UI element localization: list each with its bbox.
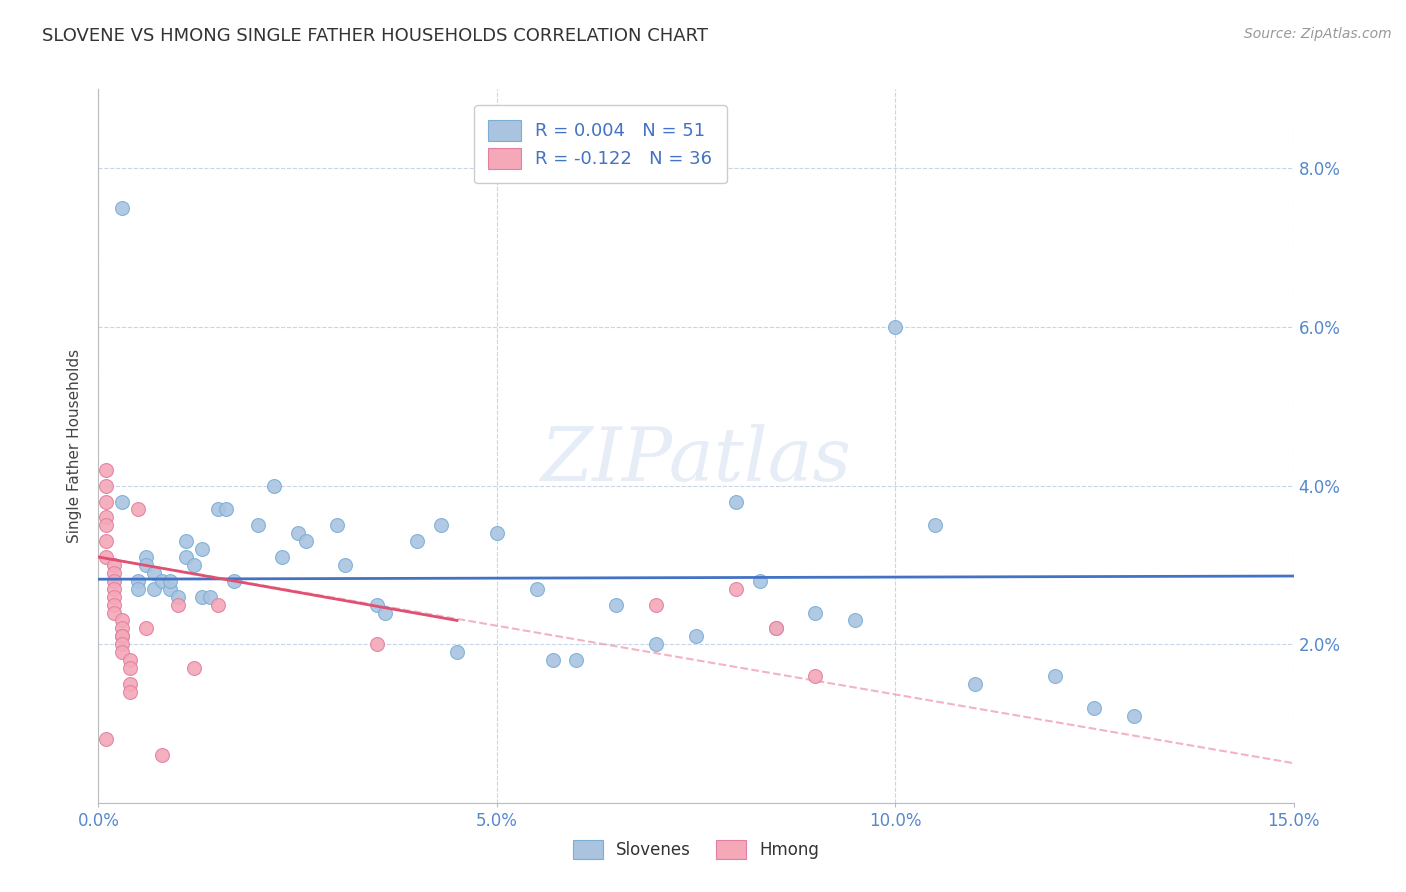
Point: [924, 518, 946, 533]
Point: [963, 677, 986, 691]
Point: [96, 534, 118, 549]
Point: [246, 518, 269, 533]
Point: [120, 677, 142, 691]
Point: [406, 534, 429, 549]
Point: [96, 549, 118, 564]
Point: [765, 621, 787, 635]
Point: [111, 494, 134, 508]
Point: [111, 614, 134, 628]
Point: [565, 653, 588, 667]
Point: [127, 574, 149, 588]
Point: [135, 621, 157, 635]
Point: [174, 549, 197, 564]
Point: [167, 590, 190, 604]
Point: [96, 494, 118, 508]
Point: [374, 606, 396, 620]
Point: [103, 582, 125, 596]
Point: [748, 574, 770, 588]
Point: [96, 478, 118, 492]
Point: [198, 590, 221, 604]
Point: [150, 748, 173, 763]
Point: [1043, 669, 1066, 683]
Point: [270, 549, 292, 564]
Point: [645, 637, 668, 651]
Point: [844, 614, 866, 628]
Point: [120, 661, 142, 675]
Point: [263, 478, 285, 492]
Point: [724, 582, 747, 596]
Point: [207, 598, 229, 612]
Text: Source: ZipAtlas.com: Source: ZipAtlas.com: [1244, 27, 1392, 41]
Point: [366, 637, 388, 651]
Point: [174, 534, 197, 549]
Point: [605, 598, 627, 612]
Point: [287, 526, 309, 541]
Point: [143, 582, 166, 596]
Point: [541, 653, 564, 667]
Point: [103, 566, 125, 580]
Point: [804, 606, 827, 620]
Point: [111, 629, 134, 643]
Point: [143, 566, 166, 580]
Point: [103, 598, 125, 612]
Point: [135, 558, 157, 572]
Point: [111, 629, 134, 643]
Point: [103, 574, 125, 588]
Point: [111, 621, 134, 635]
Point: [485, 526, 508, 541]
Point: [103, 606, 125, 620]
Point: [765, 621, 787, 635]
Point: [191, 542, 214, 557]
Point: [120, 685, 142, 699]
Point: [366, 598, 388, 612]
Point: [645, 598, 668, 612]
Point: [167, 598, 190, 612]
Point: [1123, 708, 1146, 723]
Point: [430, 518, 453, 533]
Point: [884, 320, 907, 334]
Point: [96, 732, 118, 747]
Point: [135, 549, 157, 564]
Point: [222, 574, 245, 588]
Point: [183, 661, 205, 675]
Point: [96, 510, 118, 524]
Point: [685, 629, 707, 643]
Point: [446, 645, 468, 659]
Point: [111, 645, 134, 659]
Point: [526, 582, 548, 596]
Point: [159, 582, 181, 596]
Legend: Slovenes, Hmong: Slovenes, Hmong: [567, 833, 825, 866]
Point: [96, 518, 118, 533]
Point: [335, 558, 357, 572]
Text: ZIPatlas: ZIPatlas: [540, 424, 852, 497]
Point: [294, 534, 316, 549]
Point: [326, 518, 349, 533]
Point: [111, 201, 134, 215]
Point: [103, 558, 125, 572]
Point: [1083, 700, 1105, 714]
Point: [183, 558, 205, 572]
Y-axis label: Single Father Households: Single Father Households: [67, 349, 83, 543]
Point: [804, 669, 827, 683]
Point: [215, 502, 238, 516]
Point: [191, 590, 214, 604]
Point: [724, 494, 747, 508]
Point: [127, 582, 149, 596]
Point: [120, 653, 142, 667]
Point: [127, 502, 149, 516]
Point: [159, 574, 181, 588]
Point: [207, 502, 229, 516]
Point: [111, 637, 134, 651]
Text: SLOVENE VS HMONG SINGLE FATHER HOUSEHOLDS CORRELATION CHART: SLOVENE VS HMONG SINGLE FATHER HOUSEHOLD…: [42, 27, 709, 45]
Point: [103, 590, 125, 604]
Point: [150, 574, 173, 588]
Point: [96, 463, 118, 477]
